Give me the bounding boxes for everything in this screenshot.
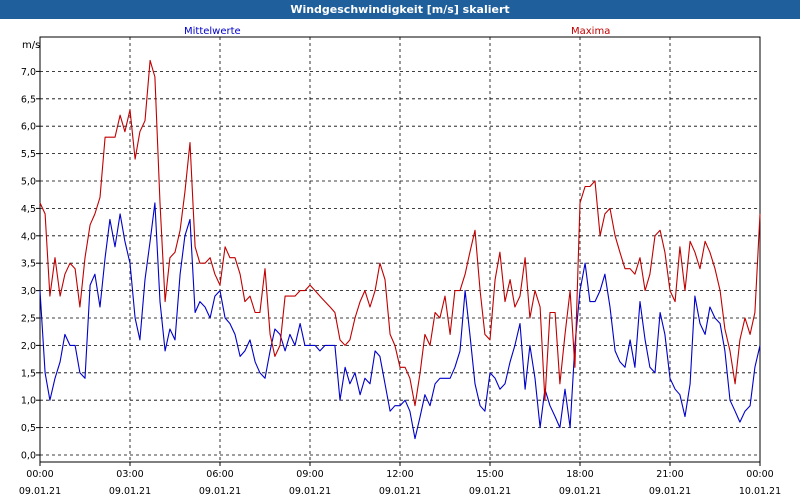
y-tick-label: 2,5 — [21, 314, 36, 325]
y-axis-unit: m/s — [22, 40, 41, 51]
x-tick-label-date: 10.01.21 — [739, 486, 781, 497]
y-tick-label: 5,5 — [21, 149, 36, 160]
y-tick-label: 1,5 — [21, 368, 36, 379]
x-tick-label-time: 21:00 — [656, 469, 683, 480]
x-tick-label-date: 09.01.21 — [19, 486, 61, 497]
y-tick-label: 4,5 — [21, 204, 36, 215]
x-tick-label-time: 12:00 — [386, 469, 413, 480]
y-tick-label: 4,0 — [21, 231, 36, 242]
x-tick-label-date: 09.01.21 — [649, 486, 691, 497]
y-tick-label: 3,0 — [21, 286, 36, 297]
legend-mittelwerte: Mittelwerte — [184, 26, 241, 37]
y-tick-label: 0,0 — [21, 451, 36, 462]
series-line-maxima — [39, 59, 761, 407]
y-tick-label: 3,5 — [21, 259, 36, 270]
x-tick-label-time: 18:00 — [566, 469, 593, 480]
x-tick-label-time: 06:00 — [206, 469, 233, 480]
x-tick-label-time: 09:00 — [296, 469, 323, 480]
x-tick-label-time: 00:00 — [746, 469, 773, 480]
y-tick-label: 2,0 — [21, 341, 36, 352]
x-tick-label-time: 15:00 — [476, 469, 503, 480]
x-tick-label-date: 09.01.21 — [469, 486, 511, 497]
y-tick-label: 6,5 — [21, 94, 36, 105]
x-tick-label-time: 00:00 — [26, 469, 53, 480]
y-tick-label: 0,5 — [21, 423, 36, 434]
x-tick-label-date: 09.01.21 — [109, 486, 151, 497]
x-tick-label-date: 09.01.21 — [379, 486, 421, 497]
x-tick-label-date: 09.01.21 — [199, 486, 241, 497]
x-tick-label-date: 09.01.21 — [289, 486, 331, 497]
y-tick-label: 1,0 — [21, 396, 36, 407]
y-tick-label: 7,0 — [21, 67, 36, 78]
x-tick-label-date: 09.01.21 — [559, 486, 601, 497]
legend-maxima: Maxima — [571, 26, 611, 37]
y-tick-label: 5,0 — [21, 177, 36, 188]
chart-title: Windgeschwindigkeit [m/s] skaliert — [0, 0, 800, 19]
series-line-mittelwerte — [39, 202, 761, 440]
x-tick-label-time: 03:00 — [116, 469, 143, 480]
y-tick-label: 6,0 — [21, 122, 36, 133]
